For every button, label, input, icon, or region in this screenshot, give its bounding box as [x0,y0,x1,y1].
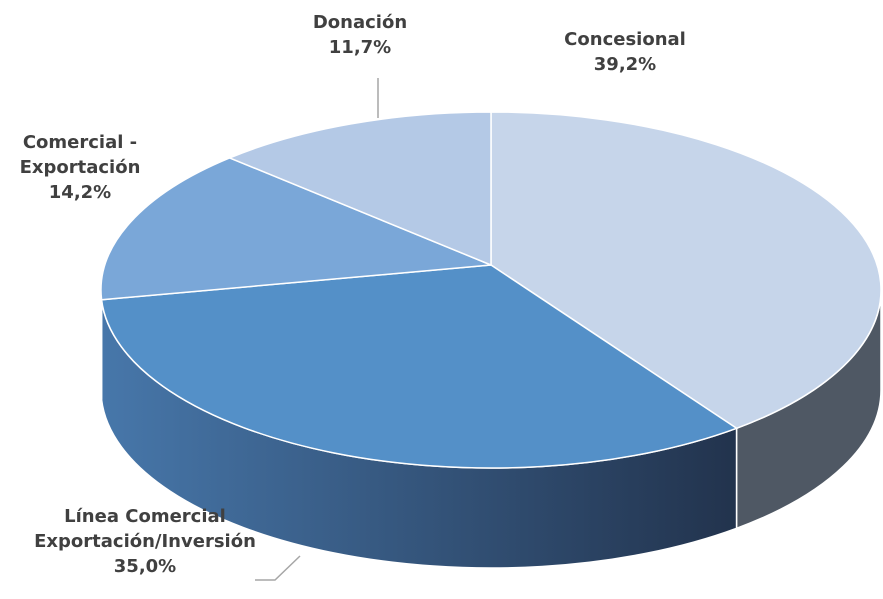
slice-value-label: 11,7% [329,37,391,58]
pie-slice [227,111,492,267]
slice-label: Línea Comercial Exportación/Inversión [34,506,256,552]
pie-slice [100,157,492,301]
slice-value-label: 14,2% [49,182,111,203]
slice-value-label: 39,2% [594,54,656,75]
pie-tops [100,111,882,469]
pie-slice [490,111,882,430]
slice-label: Comercial -Exportación [20,132,141,178]
pie-side [100,289,103,400]
leader-line [255,555,301,581]
pie-slice [100,264,739,469]
labels: Concesional 39,2% Línea Comercial Exportaci… [20,12,686,577]
slice-value-label: 35,0% [114,556,176,577]
slice-label: Concesional [564,29,686,50]
slice-label: Donación [313,12,407,33]
